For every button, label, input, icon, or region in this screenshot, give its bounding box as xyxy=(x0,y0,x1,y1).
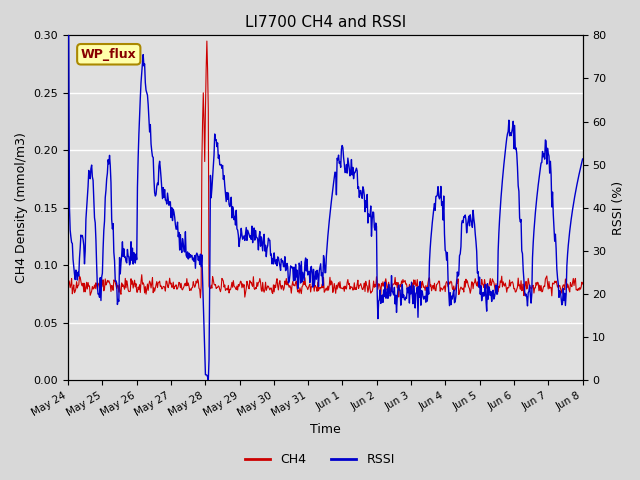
Y-axis label: CH4 Density (mmol/m3): CH4 Density (mmol/m3) xyxy=(15,132,28,283)
Y-axis label: RSSI (%): RSSI (%) xyxy=(612,181,625,235)
X-axis label: Time: Time xyxy=(310,423,340,436)
Title: LI7700 CH4 and RSSI: LI7700 CH4 and RSSI xyxy=(244,15,406,30)
Legend: CH4, RSSI: CH4, RSSI xyxy=(240,448,400,471)
Text: WP_flux: WP_flux xyxy=(81,48,137,61)
